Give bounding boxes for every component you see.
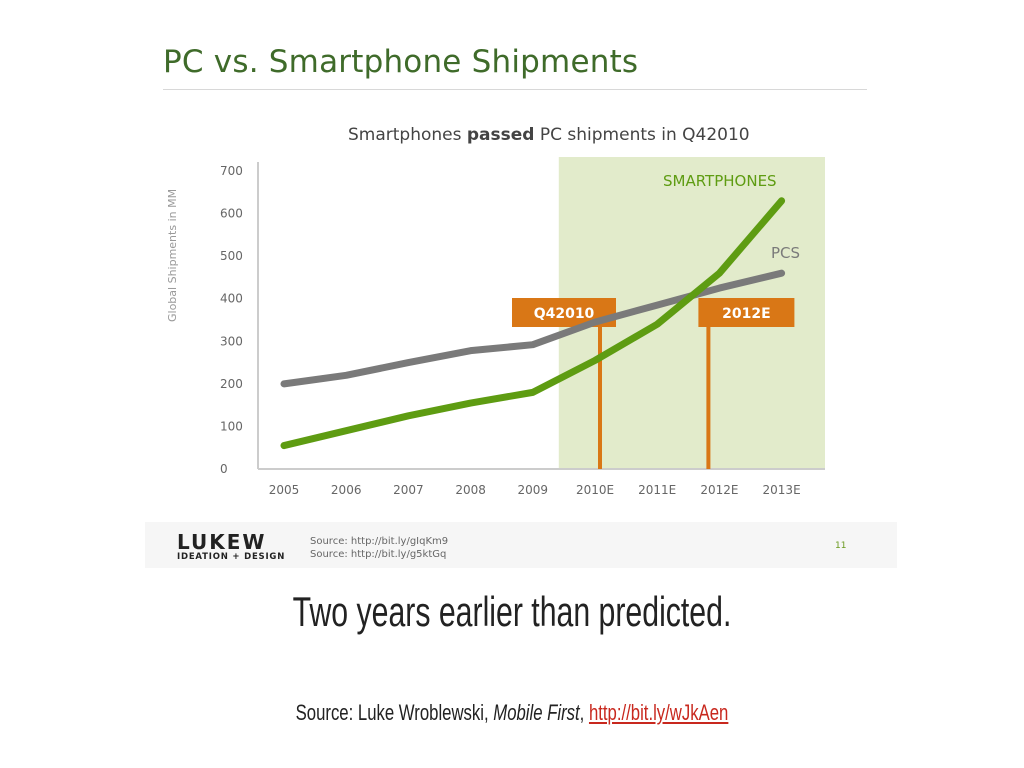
series-point [406,360,411,365]
series-point [530,390,535,395]
series-point [655,322,660,327]
series-point [593,320,597,325]
footer-source-2: Source: http://bit.ly/g5ktGq [310,549,447,560]
series-point [593,358,597,363]
chart-title-part-1: Smartphones [348,125,467,145]
series-point [530,342,535,347]
annotation-label: 2012E [722,306,771,322]
series-point [779,271,784,276]
x-tick-label: 2005 [269,483,300,497]
source-link[interactable]: http://bit.ly/wJkAen [588,700,729,725]
source-line: Source: Luke Wroblewski, Mobile First, h… [123,700,901,726]
logo-wordmark: LUKEW [177,530,267,554]
y-axis-label: Global Shipments in MM [166,189,179,322]
series-label-smartphones: SMARTPHONES [663,172,777,190]
x-tick-label: 2009 [518,483,549,497]
series-point [717,271,722,276]
y-tick-label: 300 [220,334,243,348]
chart-title-part-2: passed [467,125,535,145]
y-tick-label: 500 [220,249,243,263]
series-label-pcs: PCS [771,244,800,262]
series-point [344,428,349,433]
source-prefix: Source: Luke Wroblewski, [295,700,494,725]
image-title: PC vs. Smartphone Shipments [163,44,639,80]
source-book-title: Mobile First [493,700,580,725]
logo-tagline: IDEATION + DESIGN [177,552,286,562]
footer-band [145,522,897,568]
y-tick-label: 400 [220,292,243,306]
series-point [282,443,286,448]
x-tick-label: 2013E [763,483,801,497]
footer-sources: Source: http://bit.ly/gIqKm9 Source: htt… [310,535,448,561]
chart-slide-image: PC vs. Smartphone Shipments Smartphones … [145,32,897,568]
chart-title: Smartphones passed PC shipments in Q4201… [348,125,750,145]
y-tick-label: 0 [220,462,228,476]
x-tick-label: 2007 [393,483,424,497]
y-tick-label: 700 [220,164,243,178]
chart-title-part-3: PC shipments in Q42010 [534,125,749,145]
footer-source-1: Source: http://bit.ly/gIqKm9 [310,536,449,547]
series-point [468,401,473,406]
y-tick-label: 600 [220,207,243,221]
annotation-label: Q42010 [534,306,595,322]
series-point [406,413,411,418]
y-tick-label: 200 [220,377,243,391]
series-point [717,286,722,291]
footer-page-number: 11 [835,541,847,551]
series-point [655,303,660,308]
series-point [779,198,784,203]
lukew-logo: LUKEW IDEATION + DESIGN [177,532,299,566]
x-tick-label: 2008 [455,483,486,497]
y-tick-label: 100 [220,419,243,433]
shipments-chart: Smartphones passed PC shipments in Q4201… [166,125,825,497]
series-point [344,373,349,378]
x-tick-label: 2011E [638,483,676,497]
annotation-box [698,298,795,327]
x-tick-label: 2012E [700,483,738,497]
slide-caption: Two years earlier than predicted. [292,588,732,635]
source-separator: , [579,700,589,725]
series-point [282,381,286,386]
title-divider [163,89,867,90]
x-tick-label: 2006 [331,483,362,497]
x-tick-label: 2010E [576,483,614,497]
series-point [468,348,473,353]
